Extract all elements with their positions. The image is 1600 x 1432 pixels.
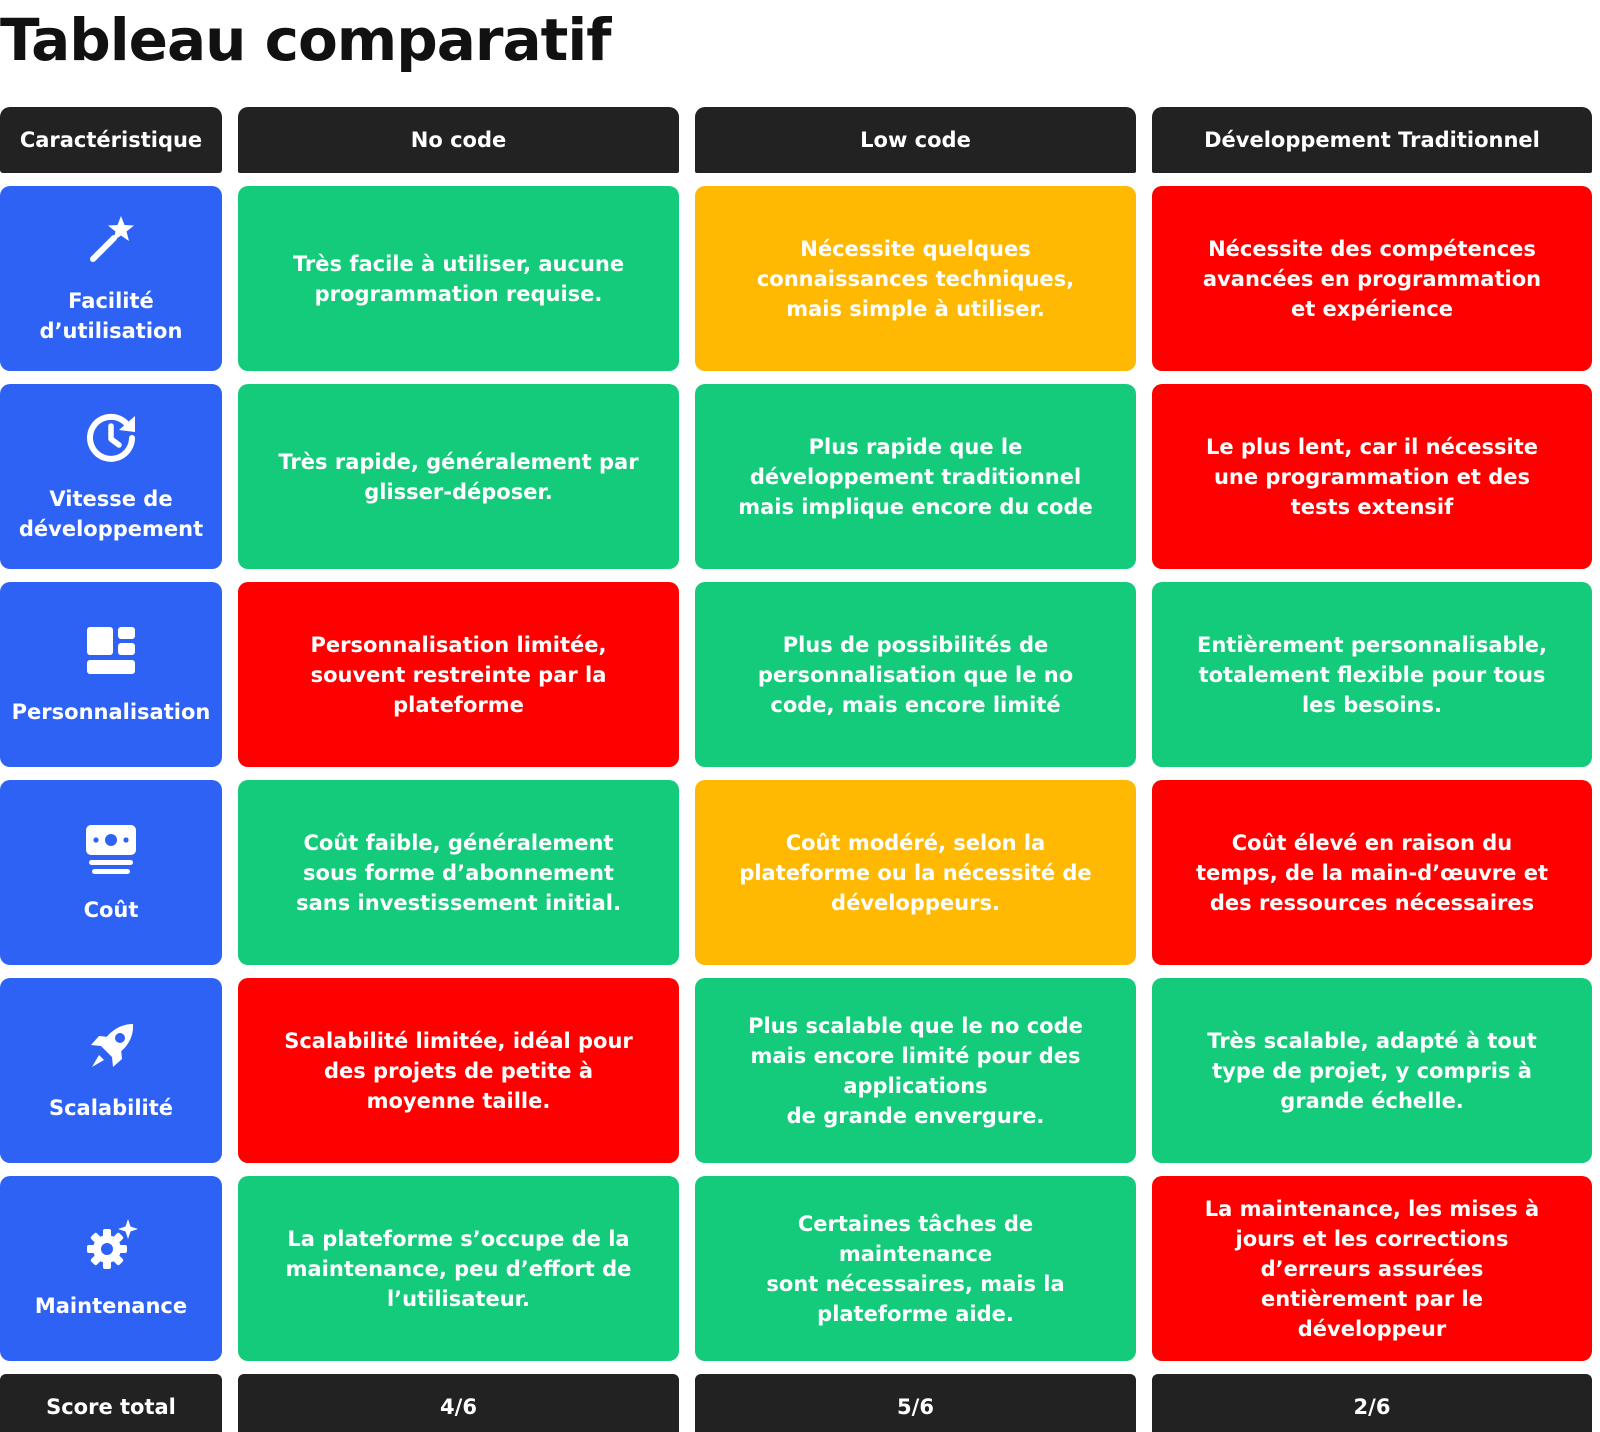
- score-total-label: Score total: [0, 1374, 222, 1432]
- cell-no-code-custom: Personnalisation limitée, souvent restre…: [238, 582, 679, 767]
- header-no-code: No code: [238, 107, 679, 173]
- cell-traditional-speed: Le plus lent, car il nécessite une progr…: [1152, 384, 1592, 569]
- layout-icon: [87, 626, 135, 674]
- money-stack-icon: [86, 824, 136, 874]
- cell-no-code-ease: Très facile à utiliser, aucune programma…: [238, 186, 679, 371]
- feature-label: Maintenance: [34, 1293, 188, 1318]
- feature-ease-of-use: Facilité d’utilisation: [0, 186, 222, 371]
- score-low-code: 5/6: [695, 1374, 1136, 1432]
- feature-cost: Coût: [0, 780, 222, 965]
- cell-traditional-scale: Très scalable, adapté à tout type de pro…: [1152, 978, 1592, 1163]
- feature-dev-speed: Vitesse de développement: [0, 384, 222, 569]
- cell-traditional-ease: Nécessite des compétences avancées en pr…: [1152, 186, 1592, 371]
- page-title: Tableau comparatif: [0, 6, 611, 74]
- cell-traditional-cost: Coût élevé en raison du temps, de la mai…: [1152, 780, 1592, 965]
- feature-label: Coût: [83, 897, 139, 922]
- score-traditional: 2/6: [1152, 1374, 1592, 1432]
- cell-low-code-maint: Certaines tâches de maintenance sont néc…: [695, 1176, 1136, 1361]
- cell-traditional-custom: Entièrement personnalisable, totalement …: [1152, 582, 1592, 767]
- cell-low-code-speed: Plus rapide que le développement traditi…: [695, 384, 1136, 569]
- feature-scalability: Scalabilité: [0, 978, 222, 1163]
- header-traditional: Développement Traditionnel: [1152, 107, 1592, 173]
- header-low-code: Low code: [695, 107, 1136, 173]
- cell-no-code-speed: Très rapide, généralement par glisser-dé…: [238, 384, 679, 569]
- feature-customization: Personnalisation: [0, 582, 222, 767]
- header-feature: Caractéristique: [0, 107, 222, 173]
- rocket-icon: [91, 1023, 134, 1067]
- cell-no-code-maint: La plateforme s’occupe de la maintenance…: [238, 1176, 679, 1361]
- clock-refresh-icon: [87, 413, 135, 462]
- feature-label: Personnalisation: [11, 699, 211, 724]
- feature-label: Facilité d’utilisation: [39, 288, 183, 343]
- magic-wand-icon: [90, 215, 134, 262]
- cell-no-code-cost: Coût faible, généralement sous forme d’a…: [238, 780, 679, 965]
- cell-traditional-maint: La maintenance, les mises à jours et les…: [1152, 1176, 1592, 1361]
- cell-low-code-custom: Plus de possibilités de personnalisation…: [695, 582, 1136, 767]
- cell-low-code-ease: Nécessite quelques connaissances techniq…: [695, 186, 1136, 371]
- comparison-table: Caractéristique No code Low code Dévelop…: [0, 107, 1592, 1432]
- cell-low-code-cost: Coût modéré, selon la plateforme ou la n…: [695, 780, 1136, 965]
- gear-sparkle-icon: [87, 1218, 138, 1269]
- feature-maintenance: Maintenance: [0, 1176, 222, 1361]
- feature-label: Scalabilité: [48, 1095, 174, 1120]
- cell-no-code-scale: Scalabilité limitée, idéal pour des proj…: [238, 978, 679, 1163]
- feature-label: Vitesse de développement: [18, 486, 204, 541]
- cell-low-code-scale: Plus scalable que le no code mais encore…: [695, 978, 1136, 1163]
- score-no-code: 4/6: [238, 1374, 679, 1432]
